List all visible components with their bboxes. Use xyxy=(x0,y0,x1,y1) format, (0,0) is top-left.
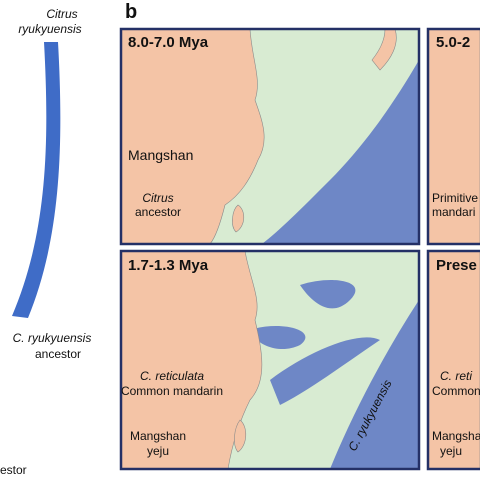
period: 1.7-1.3 Mya xyxy=(128,257,209,274)
label: Common xyxy=(432,384,480,398)
label: Citrus xyxy=(142,191,173,205)
label: Common mandarin xyxy=(121,384,223,398)
period: 5.0-2 xyxy=(436,34,470,51)
branch xyxy=(12,42,61,318)
panel-frame xyxy=(426,249,480,471)
map xyxy=(428,251,480,469)
label: C. reti xyxy=(440,369,472,383)
label: yeju xyxy=(440,444,462,458)
period: Prese xyxy=(436,257,477,274)
panel-frame xyxy=(119,249,421,471)
label: ancestor xyxy=(135,205,181,219)
panel-letter: b xyxy=(125,1,137,23)
label: Citrus xyxy=(46,7,77,21)
panel-frame xyxy=(119,27,421,246)
label: C. reticulata xyxy=(140,369,204,383)
label: estor xyxy=(0,463,27,477)
period: 8.0-7.0 Mya xyxy=(128,34,209,51)
map xyxy=(428,29,480,244)
label: ancestor xyxy=(35,347,81,361)
label: Mangshan xyxy=(130,429,186,443)
map xyxy=(121,29,419,244)
label: mandari xyxy=(432,205,475,219)
label: C. ryukyuensis xyxy=(13,331,92,345)
label: Mangsha xyxy=(432,429,480,443)
label: yeju xyxy=(147,444,169,458)
map xyxy=(121,251,419,469)
label: Primitive xyxy=(432,191,478,205)
panel-frame xyxy=(426,27,480,246)
label: Mangshan xyxy=(128,147,193,163)
label: ryukyuensis xyxy=(18,22,81,36)
